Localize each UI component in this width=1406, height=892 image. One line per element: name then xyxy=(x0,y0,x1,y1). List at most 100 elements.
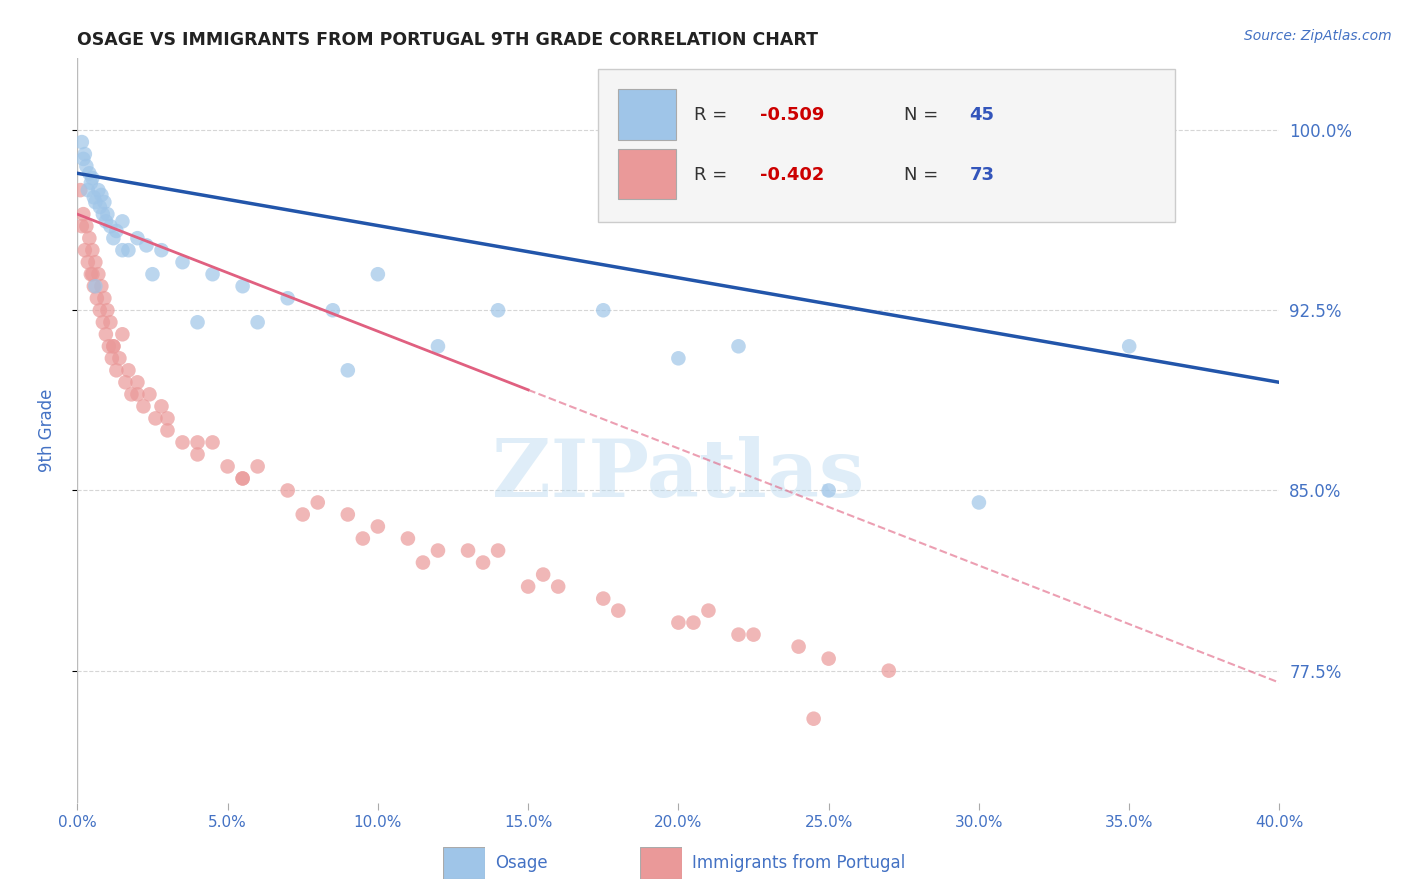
Point xyxy=(80,267,103,281)
Point xyxy=(117,363,139,377)
Point xyxy=(531,567,554,582)
Point xyxy=(457,543,479,558)
Point xyxy=(69,183,91,197)
Point xyxy=(742,627,765,641)
Point xyxy=(96,207,118,221)
Point xyxy=(277,291,299,305)
Point xyxy=(117,243,139,257)
Point xyxy=(246,459,269,474)
Point xyxy=(73,147,96,161)
Point xyxy=(89,200,111,214)
Point xyxy=(697,604,720,618)
Point xyxy=(592,303,614,318)
Text: N =: N = xyxy=(904,106,945,124)
Point xyxy=(84,195,107,210)
Point xyxy=(232,279,254,293)
Point xyxy=(141,267,163,281)
Point xyxy=(76,183,98,197)
Point xyxy=(82,267,104,281)
Point xyxy=(105,224,128,238)
Point xyxy=(138,387,160,401)
Point xyxy=(172,435,194,450)
Point xyxy=(111,327,134,342)
Point xyxy=(246,315,269,329)
Point xyxy=(156,423,179,437)
Point xyxy=(83,190,105,204)
Point xyxy=(172,255,194,269)
Point xyxy=(232,471,254,485)
Point xyxy=(187,447,209,461)
Point xyxy=(367,519,389,533)
Point xyxy=(277,483,299,498)
Point xyxy=(100,219,122,234)
Point xyxy=(291,508,314,522)
Point xyxy=(89,303,111,318)
Point xyxy=(103,231,125,245)
Point xyxy=(787,640,810,654)
Point xyxy=(70,219,93,234)
Point xyxy=(90,279,112,293)
Point xyxy=(877,664,900,678)
Point xyxy=(132,400,155,414)
Y-axis label: 9th Grade: 9th Grade xyxy=(38,389,56,472)
Point xyxy=(135,238,157,252)
Point xyxy=(187,315,209,329)
Point xyxy=(90,188,112,202)
Point xyxy=(120,387,142,401)
FancyBboxPatch shape xyxy=(598,70,1175,222)
Text: -0.402: -0.402 xyxy=(761,166,824,184)
Point xyxy=(94,327,117,342)
Point xyxy=(127,376,149,390)
Point xyxy=(93,195,115,210)
Point xyxy=(72,207,94,221)
Point xyxy=(145,411,167,425)
Point xyxy=(817,651,839,665)
Point xyxy=(232,471,254,485)
Point xyxy=(103,339,125,353)
Point xyxy=(727,339,749,353)
Point xyxy=(114,376,136,390)
Point xyxy=(91,207,114,221)
Point xyxy=(72,152,94,166)
Text: 45: 45 xyxy=(969,106,994,124)
Point xyxy=(127,231,149,245)
Point xyxy=(412,556,434,570)
Point xyxy=(322,303,344,318)
Point xyxy=(84,279,107,293)
Point xyxy=(83,279,105,293)
Point xyxy=(682,615,704,630)
Point xyxy=(76,255,98,269)
Text: Osage: Osage xyxy=(495,854,547,871)
Point xyxy=(967,495,990,509)
Point xyxy=(82,243,104,257)
Point xyxy=(727,627,749,641)
Point xyxy=(93,291,115,305)
Point xyxy=(201,267,224,281)
Point xyxy=(94,214,117,228)
Point xyxy=(80,176,103,190)
Text: N =: N = xyxy=(904,166,945,184)
Text: R =: R = xyxy=(695,106,733,124)
Point xyxy=(101,351,124,366)
Point xyxy=(352,532,374,546)
Point xyxy=(336,508,359,522)
Point xyxy=(82,171,104,186)
Point xyxy=(187,435,209,450)
Point xyxy=(486,543,509,558)
Point xyxy=(87,267,110,281)
Point xyxy=(127,387,149,401)
Point xyxy=(217,459,239,474)
Point xyxy=(150,243,173,257)
Point xyxy=(100,315,122,329)
Text: R =: R = xyxy=(695,166,733,184)
Text: Immigrants from Portugal: Immigrants from Portugal xyxy=(692,854,905,871)
Point xyxy=(111,214,134,228)
Text: Source: ZipAtlas.com: Source: ZipAtlas.com xyxy=(1244,29,1392,43)
Text: -0.509: -0.509 xyxy=(761,106,824,124)
Bar xyxy=(619,89,676,140)
Bar xyxy=(619,149,676,200)
Point xyxy=(105,363,128,377)
Point xyxy=(91,315,114,329)
Point xyxy=(547,580,569,594)
Point xyxy=(803,712,825,726)
